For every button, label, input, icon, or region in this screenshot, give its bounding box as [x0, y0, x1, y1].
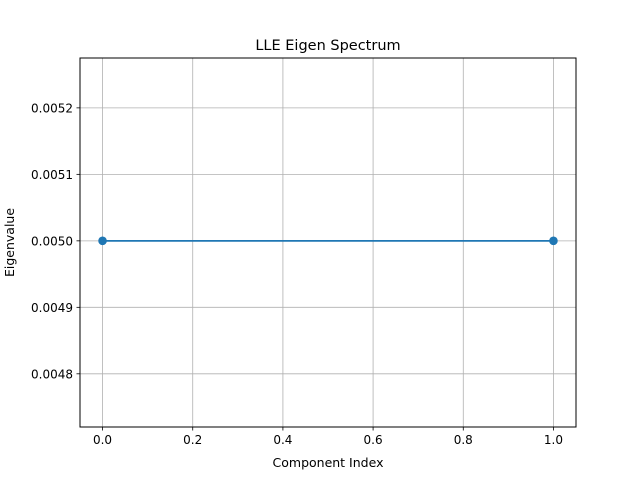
y-tick-label: 0.0051 [31, 168, 73, 182]
series-layer [98, 236, 558, 246]
x-tick-label: 0.2 [183, 433, 202, 447]
y-tick-label: 0.0048 [31, 367, 73, 381]
axes-frame [79, 57, 577, 428]
x-tick-label: 0.0 [93, 433, 112, 447]
y-tick-label: 0.0049 [31, 301, 73, 315]
y-ticks: 0.0048 0.0049 0.0050 0.0051 0.0052 [31, 101, 80, 381]
x-ticks: 0.0 0.2 0.4 0.6 0.8 1.0 [93, 427, 563, 447]
chart-title: LLE Eigen Spectrum [255, 38, 400, 54]
data-point [98, 236, 107, 246]
x-tick-label: 1.0 [544, 433, 563, 447]
x-tick-label: 0.6 [364, 433, 383, 447]
x-axis-label: Component Index [273, 455, 384, 470]
y-tick-label: 0.0050 [31, 234, 73, 248]
y-tick-label: 0.0052 [31, 101, 73, 115]
x-tick-label: 0.4 [273, 433, 292, 447]
data-point [549, 236, 558, 246]
y-axis-label: Eigenvalue [2, 208, 17, 277]
x-tick-label: 0.8 [454, 433, 473, 447]
